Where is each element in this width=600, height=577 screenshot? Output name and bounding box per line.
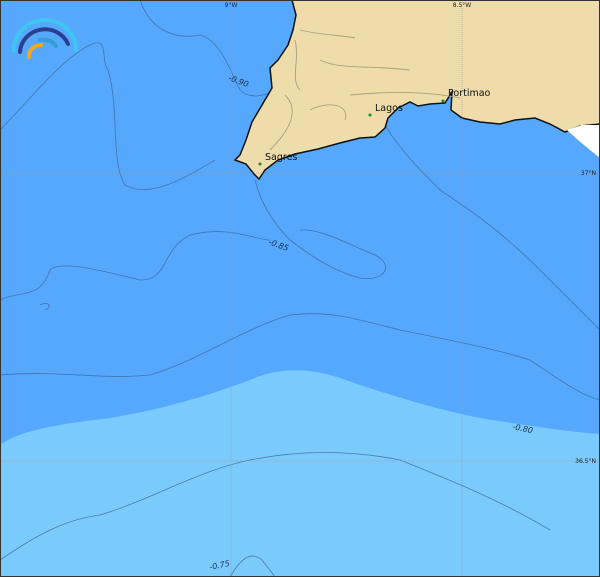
land-area: [233, 0, 600, 181]
rainbow-arc-logo-icon: [12, 18, 78, 59]
city-label-sagres: Sagres: [265, 152, 297, 163]
contour-label: -0.75: [209, 559, 231, 572]
lon-label: 9°W: [225, 2, 238, 9]
city-dot-lagos: [368, 113, 372, 117]
city-dot-sagres: [258, 162, 262, 166]
rivers: [269, 29, 461, 151]
city-dot-portimao: [441, 99, 445, 103]
city-label-lagos: Lagos: [375, 103, 403, 114]
lat-label: 36.5°N: [575, 458, 596, 465]
lon-label: 8.5°W: [453, 2, 472, 9]
no-data-area: [567, 125, 600, 158]
lat-label: 37°N: [581, 170, 596, 177]
shallow-sea-area: [0, 370, 600, 577]
contour-label: -0.80: [512, 422, 534, 435]
city-label-portimao: Portimao: [448, 88, 491, 99]
